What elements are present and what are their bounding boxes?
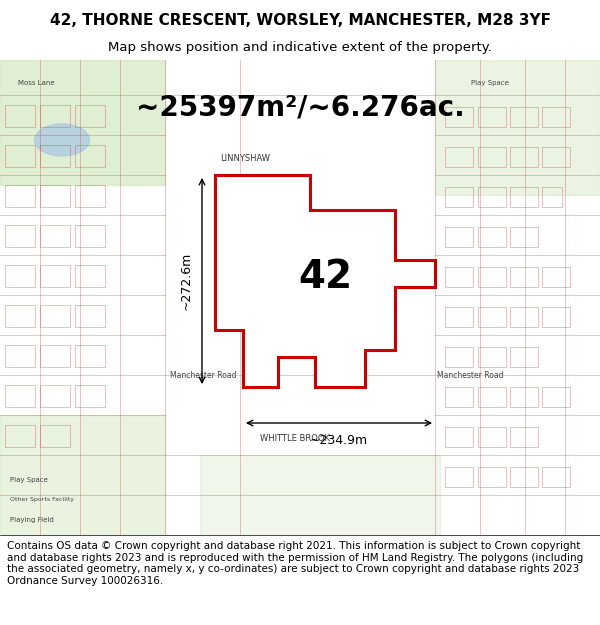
Text: Other Sports Facility: Other Sports Facility [10, 498, 74, 502]
Bar [5, 185, 35, 207]
Bar [5, 145, 35, 167]
Bar [40, 105, 70, 127]
Ellipse shape [35, 124, 89, 156]
Bar [445, 307, 473, 327]
Bar [510, 347, 538, 367]
Bar [5, 345, 35, 367]
Bar [200, 455, 440, 535]
Text: LINNYSHAW: LINNYSHAW [220, 154, 270, 163]
Bar [5, 305, 35, 327]
Text: ~272.6m: ~272.6m [179, 252, 193, 310]
Bar [75, 145, 105, 167]
Bar [0, 415, 165, 535]
Text: Moss Lane: Moss Lane [18, 80, 55, 86]
Bar [445, 347, 473, 367]
Bar [75, 345, 105, 367]
Bar [445, 107, 473, 127]
Bar [445, 187, 473, 207]
Bar [40, 385, 70, 407]
Bar [478, 227, 506, 247]
Text: ~234.9m: ~234.9m [310, 434, 368, 447]
Bar [40, 185, 70, 207]
Bar [510, 427, 538, 447]
Bar [435, 60, 600, 195]
Text: Playing Field: Playing Field [10, 517, 54, 523]
Bar [510, 227, 538, 247]
Bar [542, 267, 570, 287]
Text: Manchester Road: Manchester Road [170, 371, 236, 380]
Bar [445, 147, 473, 167]
Bar [510, 147, 538, 167]
Bar [478, 107, 506, 127]
Bar [510, 467, 538, 487]
Bar [5, 225, 35, 247]
Bar [5, 265, 35, 287]
Bar [75, 385, 105, 407]
Bar [510, 307, 538, 327]
Bar [478, 267, 506, 287]
Bar [445, 467, 473, 487]
Bar [542, 107, 570, 127]
Bar [542, 147, 570, 167]
Bar [5, 385, 35, 407]
Bar [478, 147, 506, 167]
Bar [510, 387, 538, 407]
Bar [75, 305, 105, 327]
Bar [75, 185, 105, 207]
Bar [510, 107, 538, 127]
Bar [75, 265, 105, 287]
Bar [75, 105, 105, 127]
Bar [445, 427, 473, 447]
Bar [445, 267, 473, 287]
Bar [478, 387, 506, 407]
Bar [510, 267, 538, 287]
Bar [478, 467, 506, 487]
Bar [75, 225, 105, 247]
Text: Manchester Road: Manchester Road [437, 371, 503, 380]
Bar [445, 387, 473, 407]
Text: 42: 42 [298, 258, 352, 296]
Bar [5, 425, 35, 447]
Bar [542, 467, 570, 487]
Bar [0, 60, 165, 185]
Bar [478, 347, 506, 367]
Bar [478, 427, 506, 447]
Text: 42, THORNE CRESCENT, WORSLEY, MANCHESTER, M28 3YF: 42, THORNE CRESCENT, WORSLEY, MANCHESTER… [49, 13, 551, 28]
Bar [478, 187, 506, 207]
Bar [40, 265, 70, 287]
Bar [40, 345, 70, 367]
Bar [40, 225, 70, 247]
Bar [5, 105, 35, 127]
Bar [478, 307, 506, 327]
Polygon shape [215, 175, 435, 387]
Text: ~25397m²/~6.276ac.: ~25397m²/~6.276ac. [136, 93, 464, 121]
Text: Play Space: Play Space [10, 477, 48, 483]
Bar [40, 145, 70, 167]
Bar [542, 187, 562, 207]
Bar [542, 387, 570, 407]
Bar [40, 425, 70, 447]
Text: WHITTLE BROOK: WHITTLE BROOK [260, 434, 330, 443]
Bar [40, 305, 70, 327]
Text: Play Space: Play Space [471, 80, 509, 86]
Bar [510, 187, 538, 207]
Text: Map shows position and indicative extent of the property.: Map shows position and indicative extent… [108, 41, 492, 54]
Text: Contains OS data © Crown copyright and database right 2021. This information is : Contains OS data © Crown copyright and d… [7, 541, 583, 586]
Bar [445, 227, 473, 247]
Bar [542, 307, 570, 327]
